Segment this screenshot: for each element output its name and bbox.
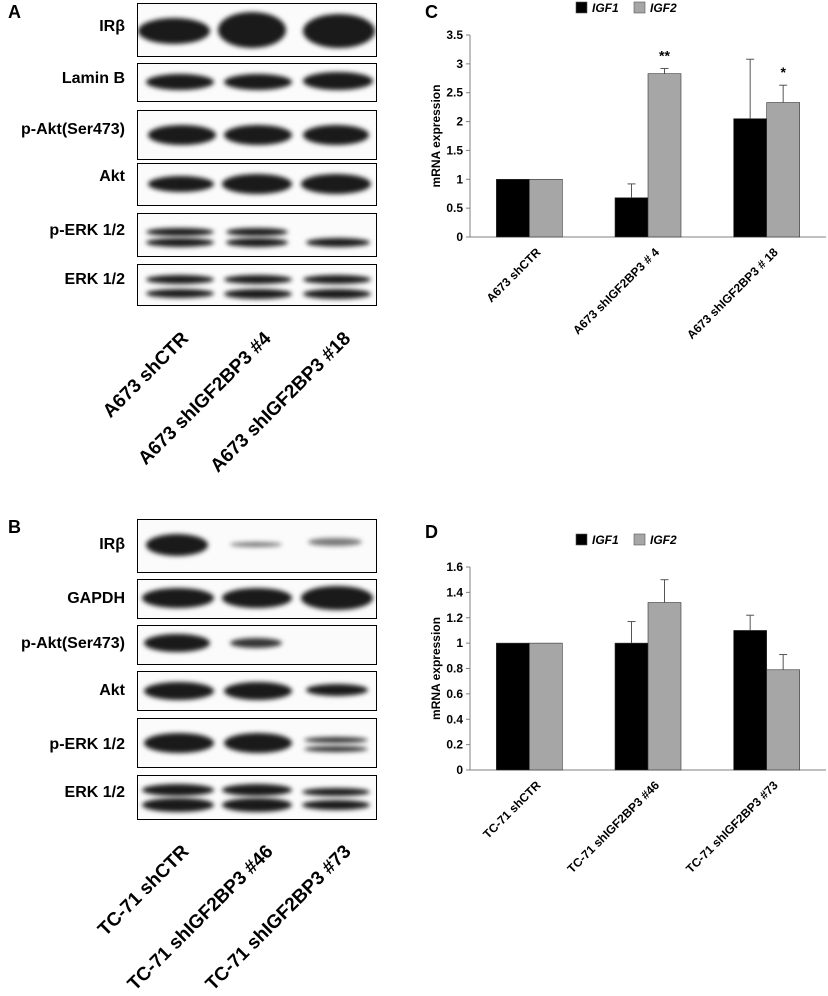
- y-tick-label: 3.5: [446, 28, 463, 42]
- blot-a-label-akt: Akt: [99, 168, 125, 185]
- bar-igf2-0: [529, 642, 563, 771]
- x-tick-label: TC-71 shIGF2BP3 #73: [683, 778, 781, 876]
- blot-b-label-irb: IRβ: [99, 536, 125, 553]
- blot-b-label-perk: p-ERK 1/2: [49, 736, 125, 753]
- blot-a-label-irb: IRβ: [99, 18, 125, 35]
- bar-igf2-0: [529, 178, 563, 238]
- legend-swatch-igf1: [575, 1, 588, 14]
- lane-b-sh46: TC-71 shIGF2BP3 #46: [123, 841, 278, 995]
- blot-a-label-laminb: Lamin B: [61, 70, 125, 87]
- legend-label-igf1: IGF1: [592, 533, 619, 547]
- y-tick-label: 1: [456, 636, 463, 650]
- x-tick-label: A673 shIGF2BP3 # 4: [570, 245, 662, 337]
- significance-label: **: [659, 47, 670, 63]
- y-tick-label: 1.2: [446, 611, 463, 625]
- legend-swatch-igf1: [575, 533, 588, 546]
- panel-letter-c: C: [425, 2, 438, 22]
- x-tick-label: A673 shIGF2BP3 # 18: [684, 245, 781, 342]
- chart-d: IGF1 IGF2 0 0.2 0.4 0.6 0.8 1 1.2 1.4 1.6 mRNA expr…: [429, 533, 826, 876]
- y-tick-label: 0.8: [446, 662, 463, 676]
- blot-b-akt: [137, 671, 377, 711]
- blot-a-perk: [137, 213, 377, 257]
- y-axis-label: mRNA expression: [429, 617, 443, 720]
- x-tick-label: A673 shCTR: [484, 245, 544, 305]
- y-tick-label: 0: [456, 763, 463, 777]
- legend-swatch-igf2: [633, 1, 646, 14]
- x-tick-label: TC-71 shIGF2BP3 #46: [564, 778, 662, 876]
- blot-a-irb: [137, 3, 377, 57]
- blot-a-pakt: [137, 110, 377, 160]
- blot-a-label-pakt: p-Akt(Ser473): [20, 121, 125, 138]
- blot-b-label-akt: Akt: [99, 682, 125, 699]
- lane-b-sh73: TC-71 shIGF2BP3 #73: [201, 841, 356, 995]
- y-tick-label: 0.4: [446, 712, 463, 726]
- panel-letter-a: A: [8, 2, 21, 22]
- bar-igf1-0: [496, 642, 530, 771]
- bar-igf2-2: [766, 669, 800, 771]
- bar-igf1-1: [614, 197, 649, 238]
- x-tick-label: TC-71 shCTR: [480, 778, 543, 841]
- legend-label-igf2: IGF2: [650, 533, 677, 547]
- y-tick-label: 1.5: [446, 143, 463, 157]
- blot-b-gapdh: [137, 579, 377, 619]
- bar-igf1-1: [614, 642, 649, 771]
- bar-igf1-0: [496, 178, 530, 238]
- y-tick-label: 0: [456, 230, 463, 244]
- panel-letter-b: B: [8, 517, 21, 537]
- legend-swatch-igf2: [633, 533, 646, 546]
- blot-a-label-erk: ERK 1/2: [64, 271, 125, 288]
- bar-igf1-2: [733, 118, 767, 238]
- blot-b-irb: [137, 519, 377, 573]
- blot-b-label-erk: ERK 1/2: [64, 784, 125, 801]
- bar-igf1-2: [733, 630, 767, 771]
- y-tick-label: 0.5: [446, 201, 463, 215]
- bar-igf2-1: [647, 602, 682, 771]
- y-axis-label: mRNA expression: [429, 85, 443, 188]
- y-tick-label: 1: [456, 172, 463, 186]
- legend-label-igf2: IGF2: [650, 1, 677, 15]
- blot-a-label-perk: p-ERK 1/2: [49, 222, 125, 239]
- y-tick-label: 0.6: [446, 687, 463, 701]
- y-tick-label: 3: [456, 57, 463, 71]
- blot-b-pakt: [137, 625, 377, 665]
- y-tick-label: 2.5: [446, 86, 463, 100]
- legend-label-igf1: IGF1: [592, 1, 619, 15]
- y-tick-label: 1.6: [446, 560, 463, 574]
- blot-b-label-gapdh: GAPDH: [67, 590, 125, 607]
- bar-igf2-1: [647, 73, 682, 238]
- blot-a-akt: [137, 163, 377, 206]
- chart-c: IGF1 IGF2 0 0.5 1 1.5 2 2.5 3 3.5 mRNA expression A…: [429, 1, 826, 342]
- blot-b-erk: [137, 775, 377, 820]
- y-tick-label: 2: [456, 115, 463, 129]
- blot-b-label-pakt: p-Akt(Ser473): [20, 635, 125, 652]
- blot-a-erk: [137, 264, 377, 306]
- significance-label: *: [780, 64, 786, 80]
- blot-a-laminb: [137, 63, 377, 102]
- panel-letter-d: D: [425, 522, 438, 542]
- lane-a-sh18: A673 shIGF2BP3 #18: [206, 328, 356, 477]
- y-tick-label: 0.2: [446, 738, 463, 752]
- blot-b-perk: [137, 718, 377, 768]
- y-tick-label: 1.4: [446, 585, 463, 599]
- bar-igf2-2: [766, 102, 800, 238]
